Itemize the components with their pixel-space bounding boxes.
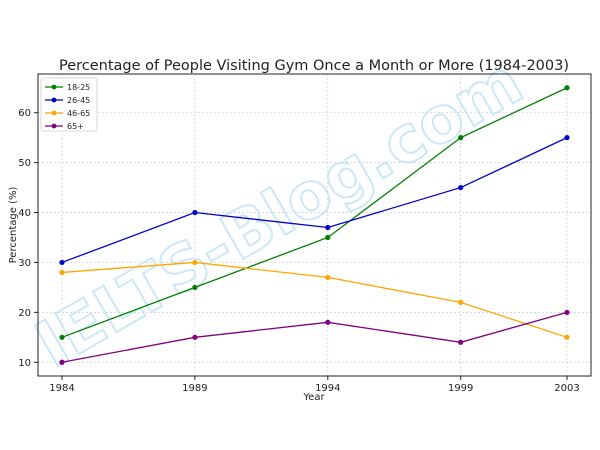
y-tick-label: 60 — [18, 108, 31, 119]
y-axis-ticks: 10 20 30 40 50 60 — [18, 108, 38, 369]
data-point-65+ — [564, 309, 570, 315]
data-point-18-25 — [59, 334, 65, 340]
data-point-26-45 — [59, 259, 65, 266]
data-point-46-65 — [325, 274, 331, 281]
x-axis-ticks: 1984 1989 1994 1999 2003 — [49, 376, 580, 394]
data-point-18-25 — [325, 234, 331, 241]
series-points — [59, 85, 570, 365]
gridlines — [38, 74, 591, 376]
legend-label: 65+ — [67, 122, 84, 131]
data-point-65+ — [192, 334, 198, 340]
data-point-18-25 — [458, 135, 464, 141]
data-point-46-65 — [564, 334, 570, 340]
y-tick-label: 50 — [18, 158, 31, 169]
legend-label: 26-45 — [67, 96, 90, 105]
plot-frame — [37, 73, 592, 377]
data-point-46-65 — [192, 259, 198, 266]
y-axis-label: Percentage (%) — [8, 187, 19, 264]
legend-label: 18-25 — [67, 83, 90, 92]
data-point-46-65 — [458, 299, 464, 305]
x-tick-label: 1994 — [315, 383, 340, 394]
data-point-65+ — [458, 339, 464, 345]
legend-swatch-marker — [51, 110, 57, 116]
plot-area: IELTS-Blog.com 1984 1989 1994 1999 2003 10 20… — [18, 44, 592, 394]
legend-swatch-marker — [51, 123, 57, 129]
y-tick-label: 20 — [18, 308, 31, 319]
legend: 18-25 26-45 46-65 65+ — [40, 77, 98, 132]
data-point-46-65 — [59, 269, 65, 276]
data-point-26-45 — [192, 209, 198, 216]
data-point-26-45 — [458, 184, 464, 191]
x-tick-label: 2003 — [554, 383, 579, 394]
data-point-26-45 — [564, 135, 570, 141]
x-tick-label: 1999 — [448, 383, 473, 394]
legend-swatch-marker — [51, 84, 57, 90]
data-point-26-45 — [325, 224, 331, 231]
data-point-65+ — [325, 319, 331, 325]
chart-title: Percentage of People Visiting Gym Once a… — [59, 58, 569, 74]
y-tick-label: 10 — [18, 358, 31, 369]
legend-box — [40, 77, 98, 132]
x-axis-label: Year — [302, 392, 325, 403]
legend-swatch-marker — [51, 97, 57, 103]
x-tick-label: 1984 — [49, 383, 74, 394]
data-point-18-25 — [192, 284, 198, 290]
legend-label: 46-65 — [67, 109, 90, 118]
y-tick-label: 40 — [18, 208, 31, 219]
x-tick-label: 1989 — [182, 383, 207, 394]
watermark-text: IELTS-Blog.com — [24, 45, 535, 383]
y-tick-label: 30 — [18, 258, 31, 269]
data-point-65+ — [59, 359, 65, 365]
data-point-18-25 — [564, 85, 570, 91]
